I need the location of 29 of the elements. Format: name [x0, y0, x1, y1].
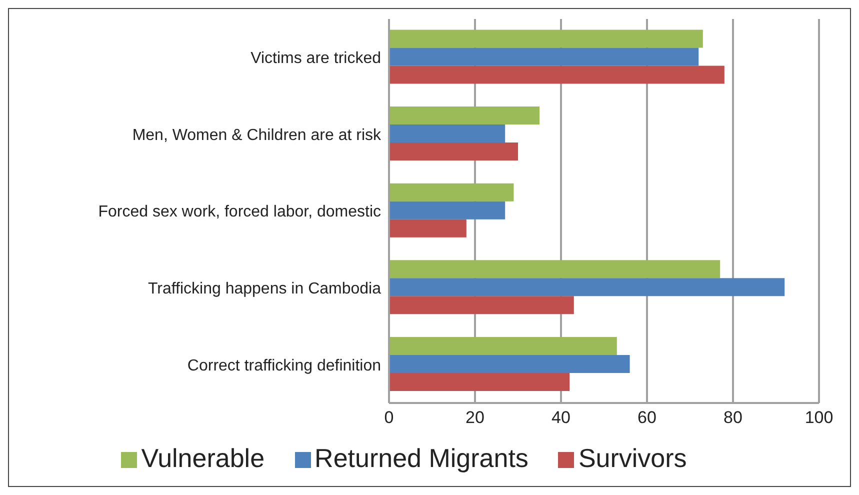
- bar: [389, 354, 630, 373]
- x-tick-label: 60: [638, 408, 656, 428]
- legend-label: Survivors: [578, 443, 687, 473]
- bar: [389, 30, 703, 48]
- y-tick-label: Victims are tricked: [250, 50, 381, 68]
- x-tick-label: 100: [804, 408, 834, 428]
- bar: [389, 142, 518, 161]
- x-tick-label: 80: [724, 408, 742, 428]
- legend-label: Returned Migrants: [314, 443, 528, 473]
- bar: [389, 201, 506, 220]
- y-tick-label: Trafficking happens in Cambodia: [148, 280, 382, 298]
- x-tick-label: 20: [466, 408, 484, 428]
- bar: [389, 260, 720, 278]
- bar: [389, 48, 699, 66]
- x-tick-label: 0: [384, 408, 394, 428]
- y-tick-label: Forced sex work, forced labor, domestic: [98, 204, 381, 221]
- bar: [389, 278, 785, 296]
- legend-label: Vulnerable: [141, 443, 265, 473]
- y-tick-label: Correct trafficking definition: [187, 357, 381, 374]
- bar: [389, 124, 506, 143]
- bar: [389, 296, 574, 314]
- x-tick-label: 40: [552, 408, 570, 428]
- bar: [389, 183, 514, 202]
- bar: [389, 66, 724, 84]
- y-tick-label: Men, Women & Children are at risk: [132, 126, 382, 144]
- bar: [389, 106, 540, 125]
- bar: [389, 336, 617, 355]
- bar: [389, 219, 466, 238]
- bar: [389, 372, 570, 391]
